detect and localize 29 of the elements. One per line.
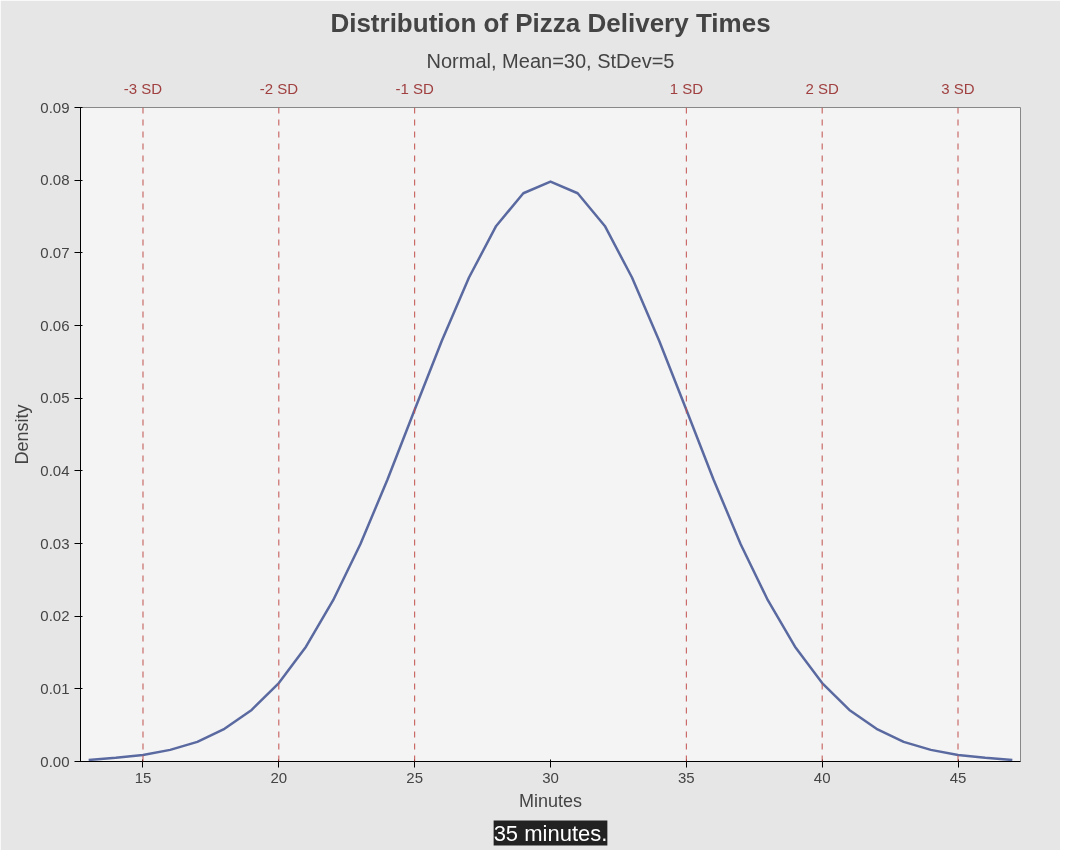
x-tick-label: 20 <box>270 768 288 786</box>
x-tick-label: 25 <box>406 768 424 786</box>
chart-title: Distribution of Pizza Delivery Times <box>330 7 771 38</box>
y-tick-label: 0.07 <box>40 243 70 261</box>
x-tick-label: 35 <box>678 768 695 786</box>
y-tick-label: 0.04 <box>40 461 70 479</box>
chart-subtitle: Normal, Mean=30, StDev=5 <box>426 49 675 72</box>
y-tick-label: 0.01 <box>40 679 70 697</box>
y-tick-label: 0.09 <box>40 98 70 116</box>
text: 35 minutes. <box>493 820 608 846</box>
x-tick-label: 30 <box>542 768 559 786</box>
y-axis-title: Density <box>12 404 33 465</box>
x-tick-label: 40 <box>813 768 831 786</box>
ref-line-label: 1 SD <box>669 79 704 97</box>
line-series <box>87 180 1014 762</box>
y-tick-label: 0.02 <box>40 607 70 625</box>
ref-line-label: 2 SD <box>805 79 840 97</box>
x-tick-label: 45 <box>949 768 967 786</box>
y-tick-label: 0.05 <box>40 389 70 407</box>
ref-line-label: -2 SD <box>259 79 299 97</box>
y-tick-label: 0.06 <box>40 316 70 334</box>
y-tick-label: 0.03 <box>40 534 70 552</box>
ref-line-label: -3 SD <box>123 79 163 97</box>
y-tick-label: 0.00 <box>40 752 70 770</box>
ref-line-label: 3 SD <box>941 79 975 97</box>
ref-line-label: -1 SD <box>395 79 434 97</box>
y-tick-label: 0.08 <box>40 171 70 189</box>
x-axis-title: Minutes <box>518 790 583 811</box>
x-tick-label: 15 <box>134 768 152 786</box>
